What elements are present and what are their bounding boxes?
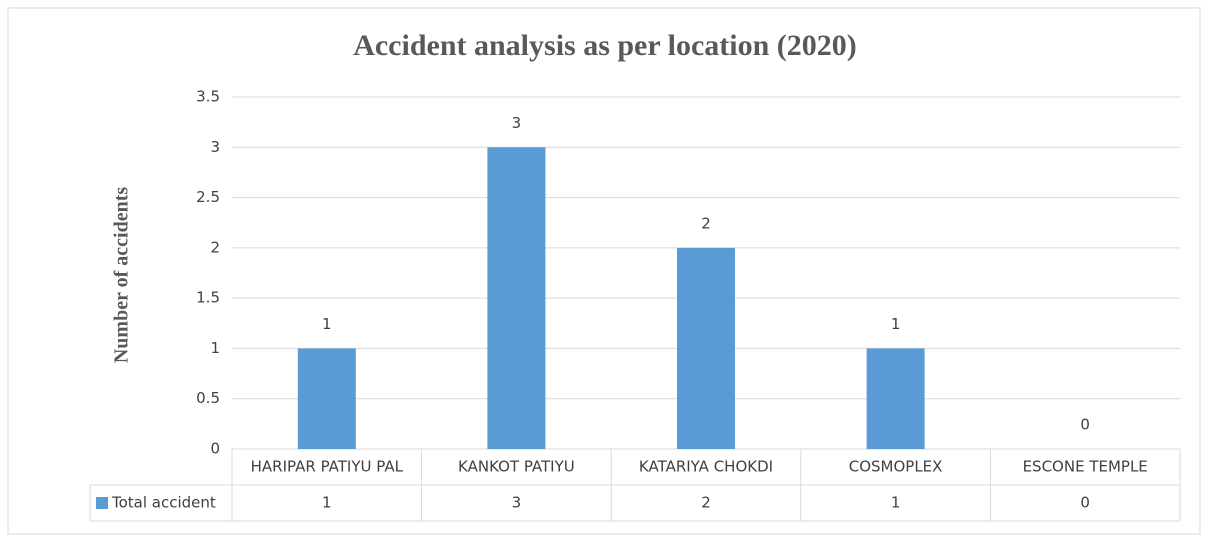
bar [297,348,356,449]
y-tick-label: 1.5 [196,289,220,307]
y-tick-label: 2 [210,238,220,256]
table-cell: 1 [891,494,901,512]
y-axis-label: Number of accidents [111,187,133,363]
bar [866,348,925,449]
y-tick-label: 0 [210,440,220,458]
y-tick-label: 1 [210,339,220,357]
data-label: 3 [512,114,522,132]
y-tick-label: 0.5 [196,389,220,407]
y-tick-label: 2.5 [196,188,220,206]
data-label: 1 [322,315,332,333]
data-label: 2 [701,214,711,232]
legend-label: Total accident [111,494,216,512]
y-tick-label: 3.5 [196,88,220,106]
table-cell: 1 [322,494,332,512]
x-tick-label: COSMOPLEX [849,458,943,476]
data-label: 0 [1080,416,1090,434]
x-tick-label: KATARIYA CHOKDI [639,458,773,476]
x-tick-label: HARIPAR PATIYU PAL [251,458,404,476]
x-tick-label: ESCONE TEMPLE [1023,458,1148,476]
chart-border [7,7,1201,535]
table-cell: 2 [701,494,711,512]
bar [677,247,735,449]
table-cell: 0 [1080,494,1090,512]
x-tick-label: KANKOT PATIYU [458,458,575,476]
y-tick-label: 3 [210,138,220,156]
table-cell: 3 [512,494,522,512]
chart-title: Accident analysis as per location (2020) [353,29,857,62]
legend-key [96,497,108,509]
bar [487,147,546,450]
data-label: 1 [891,315,901,333]
